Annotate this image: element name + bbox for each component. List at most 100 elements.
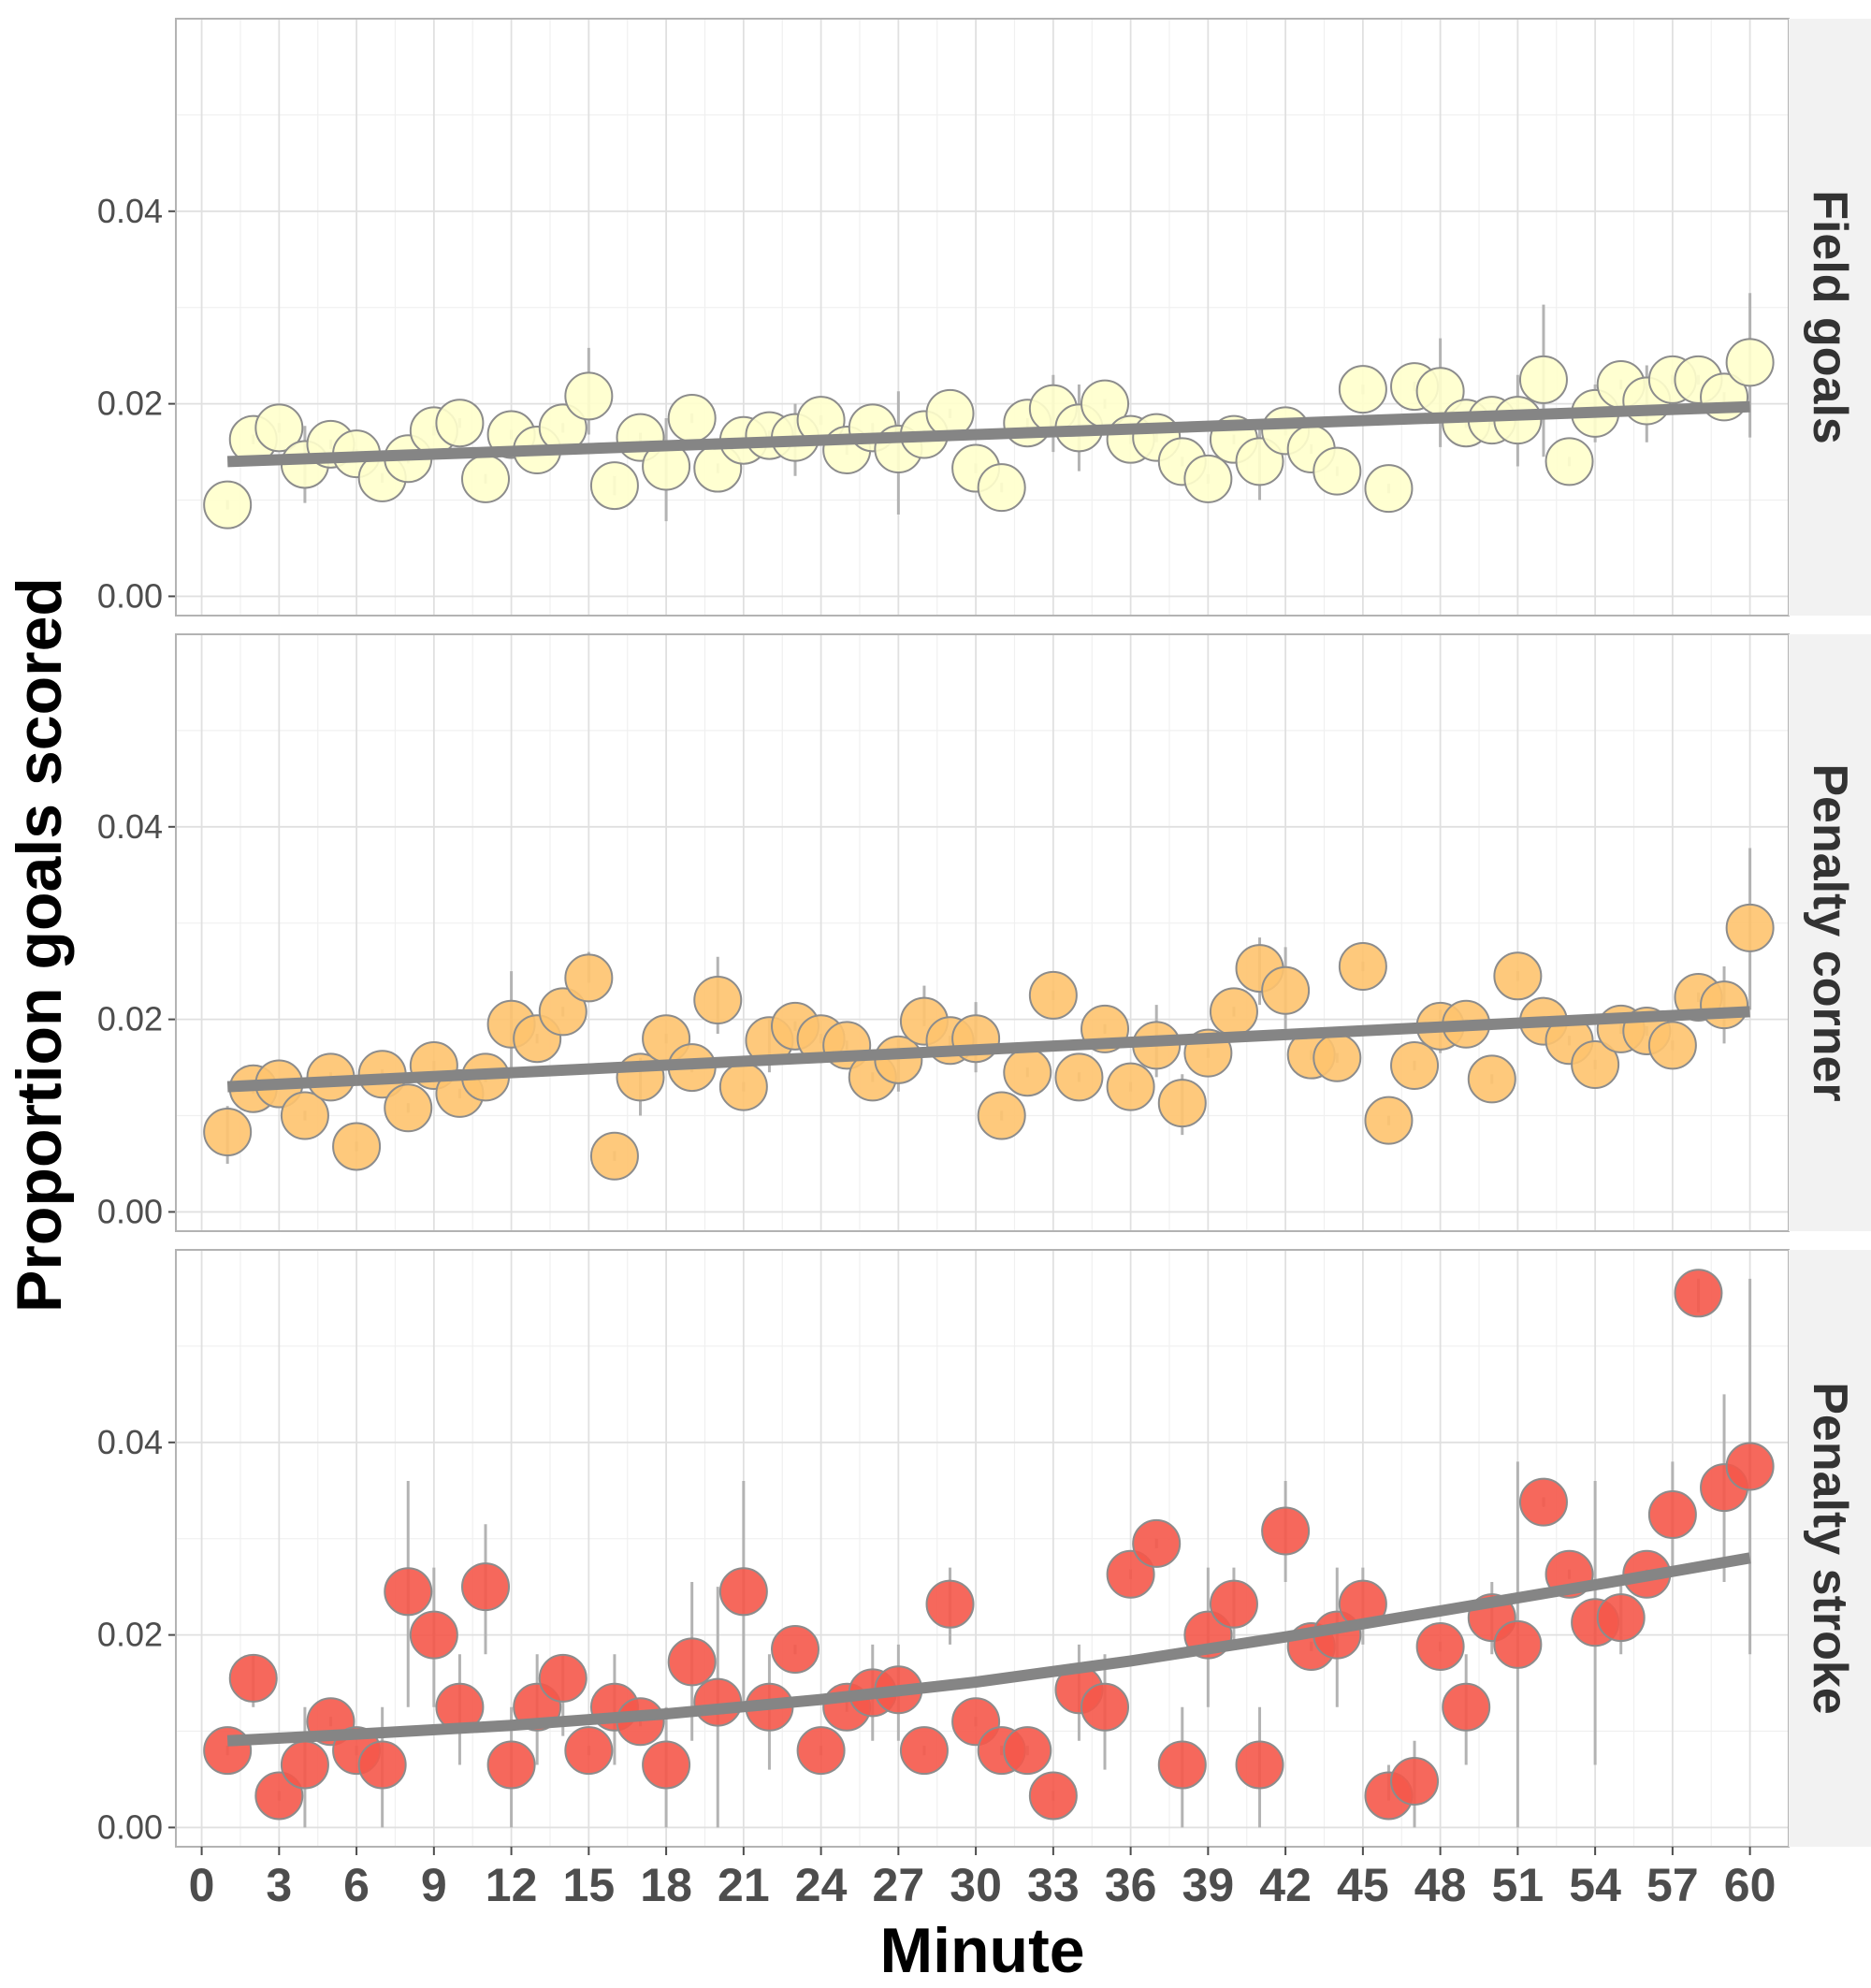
data-point [1647,1021,1697,1070]
trend-line [226,1006,1750,1093]
panel-field-goals: 0.00 0.02 0.04 Field goals [97,18,1871,617]
facet-panels: 0.00 0.02 0.04 Field goals 0.00 0.02 0.04 Penal… [97,18,1871,1848]
data-point [1338,365,1387,414]
data-point [718,1062,768,1111]
data-point [1028,1771,1078,1821]
data-point [1209,987,1258,1037]
data-point [977,1091,1026,1140]
data-point [1647,1489,1697,1539]
data-point [228,1653,278,1703]
data-point [1364,464,1414,514]
x-tick-label: 42 [1259,1859,1312,1911]
data-point [1003,1048,1052,1097]
y-tick-label: 0.00 [97,1807,163,1846]
facet-strip-label: Penalty stroke [1803,1382,1857,1715]
facet-strip-label: Penalty corner [1803,763,1857,1101]
y-tick-label: 0.02 [97,1616,163,1654]
data-point [1028,970,1078,1020]
trend-line [226,1552,1751,1747]
data-point [564,953,614,1003]
facet-strip-label: Field goals [1803,190,1857,444]
data-point [642,1740,691,1790]
data-point [486,1740,536,1790]
data-point [925,1579,975,1629]
data-point [1493,951,1543,1001]
data-point [203,480,253,530]
x-tick-label: 57 [1646,1859,1699,1911]
x-tick-label: 48 [1414,1859,1467,1911]
x-tick-label: 30 [950,1859,1002,1911]
data-point [1725,903,1775,952]
data-point [1415,1621,1465,1671]
x-tick-label: 27 [873,1859,925,1911]
x-tick-label: 39 [1182,1859,1235,1911]
x-tick-label: 54 [1569,1859,1621,1911]
x-tick-label: 15 [563,1859,616,1911]
data-point [564,371,614,421]
x-tick-label: 0 [189,1859,215,1911]
trend-line [226,400,1750,468]
data-point [589,1131,639,1181]
x-tick-label: 6 [343,1859,370,1911]
data-point [357,1740,407,1790]
data-point [1518,355,1568,404]
facet-strip [1789,634,1871,1231]
x-tick-label: 51 [1492,1859,1545,1911]
data-point [1571,1039,1620,1089]
facet-strip [1789,19,1871,616]
data-point [899,1726,949,1776]
y-tick-label: 0.02 [97,1000,163,1038]
y-tick-label: 0.04 [97,1423,163,1461]
x-axis: 0 3 6 9 12 15 18 21 24 27 30 33 36 39 42 45 48 51 54 57 60 [189,1847,1777,1911]
data-point [1313,446,1362,496]
data-point [332,1122,382,1171]
data-point [1364,1096,1414,1145]
data-point [589,461,639,511]
data-point [1132,1518,1182,1568]
data-point [203,1108,253,1157]
panel-background [176,634,1789,1231]
data-point [538,987,587,1037]
data-point [667,1637,717,1687]
data-point [1081,1682,1130,1732]
panel-penalty-stroke: 0.00 0.02 0.04 Penalty stroke [97,1249,1871,1848]
data-point [564,1726,614,1776]
data-point [667,394,717,443]
data-point [1313,1033,1362,1082]
data-point [718,1567,768,1617]
data-point [1157,1079,1207,1128]
data-point [280,1091,329,1140]
x-tick-label: 36 [1105,1859,1157,1911]
data-point [461,454,511,503]
data-point [1054,1052,1104,1102]
data-point [1518,1477,1568,1527]
data-point [203,1726,253,1776]
data-point [254,403,304,453]
data-point [1390,1041,1440,1091]
panel-background [176,19,1789,616]
x-tick-label: 60 [1724,1859,1777,1911]
data-point [1338,942,1387,992]
data-point [1235,1740,1284,1790]
data-point [1700,980,1749,1030]
data-point [384,1083,433,1133]
x-tick-label: 12 [486,1859,538,1911]
data-point [1106,1062,1155,1111]
x-axis-title: Minute [879,1915,1084,1986]
data-point [1674,1269,1723,1318]
data-point [796,1726,846,1776]
data-point [1545,437,1594,486]
x-tick-label: 21 [718,1859,770,1911]
x-tick-label: 33 [1027,1859,1080,1911]
data-point [461,1562,511,1612]
y-axis-title: Proportion goals scored [4,577,75,1313]
y-tick-label: 0.00 [97,576,163,615]
data-point [1596,1593,1646,1643]
x-tick-label: 45 [1337,1859,1389,1911]
data-point [771,1625,820,1675]
y-tick-label: 0.02 [97,385,163,423]
y-tick-label: 0.00 [97,1192,163,1230]
data-point [1157,1740,1207,1790]
y-tick-label: 0.04 [97,807,163,846]
